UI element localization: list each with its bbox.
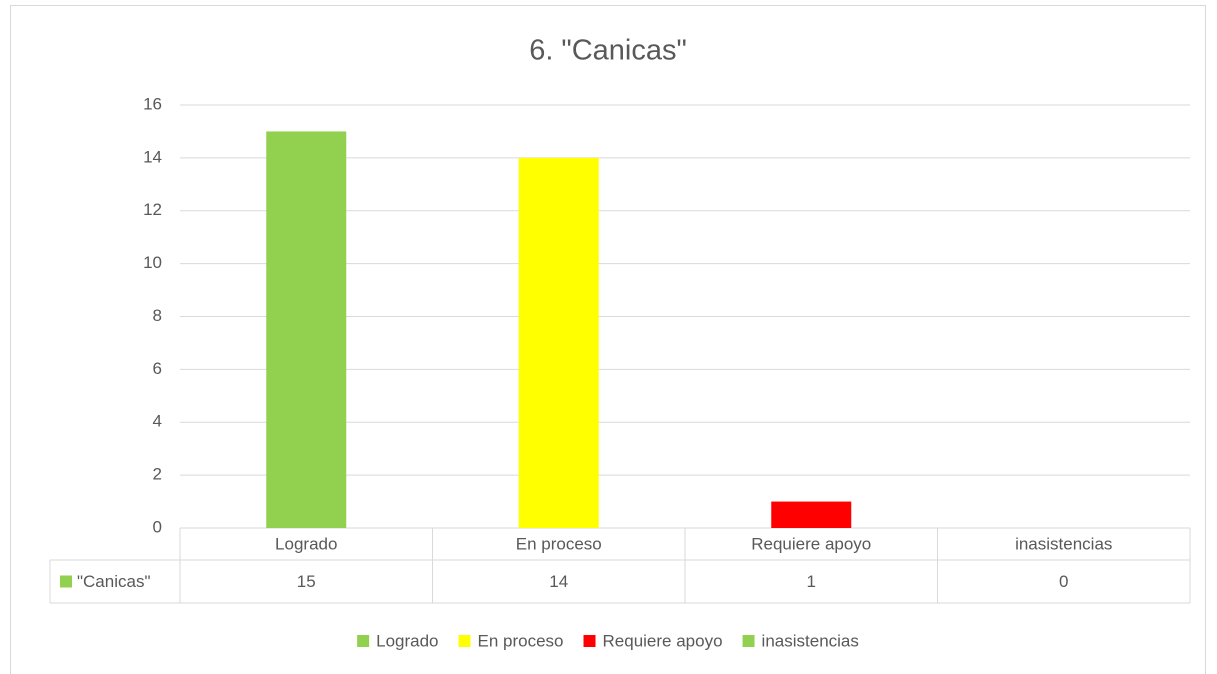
y-tick-label: 0 [153,517,162,536]
bar [266,131,347,528]
x-tick-label: inasistencias [1015,534,1112,553]
x-tick-label: Logrado [275,534,337,553]
y-tick-label: 12 [143,200,162,219]
bar [518,157,599,528]
table-legend-key [60,575,72,588]
chart-frame [10,5,1206,674]
legend-label: inasistencias [762,631,859,650]
y-tick-label: 16 [143,94,162,113]
y-tick-label: 10 [143,253,162,272]
table-value: 1 [807,572,816,591]
y-tick-label: 4 [153,412,162,431]
y-tick-label: 14 [143,147,162,166]
bar [771,501,852,528]
table-value: 14 [549,572,568,591]
legend-key [458,635,471,647]
legend-key [742,635,755,647]
table-series-name: "Canicas" [77,572,151,591]
legend-key [583,635,596,647]
x-tick-label: En proceso [516,534,602,553]
legend-label: Logrado [376,631,438,650]
y-tick-label: 2 [153,465,162,484]
chart-title: 6. "Canicas" [529,35,687,67]
x-tick-label: Requiere apoyo [751,534,871,553]
legend-key [357,635,370,647]
y-tick-label: 8 [153,306,162,325]
legend-label: Requiere apoyo [603,631,723,650]
y-tick-label: 6 [153,359,162,378]
legend-label: En proceso [478,631,564,650]
table-value: 0 [1059,572,1068,591]
table-value: 15 [297,572,316,591]
